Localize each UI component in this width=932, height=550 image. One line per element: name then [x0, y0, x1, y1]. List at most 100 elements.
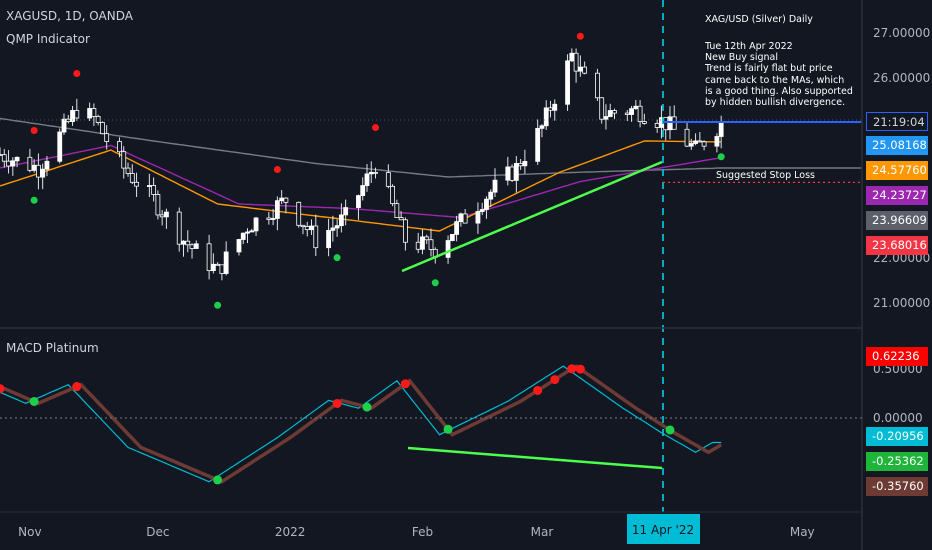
macd-sell-dot — [400, 379, 410, 389]
candle-body — [36, 164, 41, 178]
macd-sell-dot — [0, 384, 5, 394]
candle-body — [219, 264, 225, 274]
candle-body — [309, 225, 314, 231]
candle-body — [61, 118, 67, 133]
macd-buy-dot — [665, 425, 675, 435]
price-tick-label: 27.00000 — [873, 26, 930, 40]
sell-signal-dot — [372, 124, 380, 131]
macd-axis-value-label: -0.20956 — [866, 427, 928, 446]
candle-body — [270, 218, 276, 220]
candle-body — [193, 243, 199, 249]
candle-body — [300, 224, 306, 228]
macd-plot — [0, 364, 723, 485]
time-cursor-label: 11 Apr '22 — [632, 523, 694, 537]
candle-body — [565, 60, 570, 105]
buy-signal-dot — [717, 153, 725, 161]
price-axis-value-label: 21:19:04 — [866, 112, 928, 131]
candle-body — [240, 232, 246, 240]
candle-body — [176, 211, 182, 245]
candle-body — [283, 197, 289, 203]
macd-buy-dot — [362, 402, 372, 412]
candle-body — [215, 263, 221, 266]
candle-body — [522, 160, 528, 167]
candle-body — [27, 156, 33, 171]
sell-signal-dot — [73, 70, 81, 77]
time-tick-label: Mar — [531, 525, 554, 539]
overlays — [0, 0, 862, 512]
candle-body — [624, 112, 630, 115]
candle-body — [266, 217, 272, 220]
time-tick-label: Dec — [146, 525, 169, 539]
candle-body — [633, 105, 639, 110]
candle-body — [548, 107, 553, 111]
candle-body — [304, 226, 310, 231]
candle-body — [513, 163, 519, 181]
candle-body — [629, 108, 634, 115]
candle-body — [603, 116, 609, 120]
candle-body — [296, 201, 302, 226]
candle-body — [334, 225, 340, 229]
candle-body — [125, 167, 131, 174]
candlesticks — [0, 48, 724, 281]
candle-body — [671, 116, 677, 130]
time-tick-label: May — [790, 525, 815, 539]
candle-body — [385, 172, 391, 187]
candle-body — [684, 128, 690, 147]
candle-body — [539, 125, 545, 129]
candle-body — [509, 166, 515, 181]
macd-buy-dot — [443, 424, 453, 434]
candle-body — [390, 185, 395, 205]
price-axis-value-label: 25.08168 — [866, 136, 928, 155]
candle-body — [129, 173, 135, 183]
candle-body — [206, 243, 212, 272]
candle-body — [697, 140, 703, 143]
candle-body — [164, 211, 169, 218]
candle-body — [607, 110, 613, 117]
candle-body — [6, 160, 11, 167]
time-tick-label: Feb — [412, 525, 433, 539]
candle-body — [155, 194, 161, 216]
candle-body — [458, 213, 464, 223]
candle-body — [714, 136, 720, 147]
macd-main-line — [0, 364, 723, 484]
candle-body — [338, 214, 344, 227]
candle-body — [394, 203, 400, 218]
candle-body — [40, 168, 46, 178]
price-axis-value-label: 23.68016 — [866, 236, 928, 255]
candle-body — [398, 217, 404, 221]
candle-body — [31, 164, 37, 171]
macd-buy-dot — [29, 396, 39, 406]
candle-body — [445, 240, 451, 258]
candle-body — [121, 151, 127, 169]
candle-body — [479, 209, 485, 212]
candle-body — [693, 140, 698, 144]
symbol-title: XAGUSD, 1D, OANDA — [6, 9, 133, 23]
buy-signal-dot — [431, 279, 439, 287]
candle-body — [449, 234, 455, 241]
candle-body — [249, 230, 255, 233]
candle-body — [420, 236, 425, 250]
candle-body — [518, 163, 524, 167]
candle-body — [223, 251, 229, 274]
annotation-title: XAG/USD (Silver) Daily — [705, 14, 813, 25]
time-cursor-box — [627, 514, 700, 544]
annotation-body: Tue 12th Apr 2022 New Buy signal Trend i… — [705, 41, 853, 109]
candle-body — [577, 66, 583, 72]
price-axis-value-label: 24.23727 — [866, 186, 928, 205]
candle-body — [236, 239, 242, 253]
candle-body — [573, 52, 579, 72]
candle-body — [654, 123, 660, 128]
macd-sell-dot — [550, 375, 560, 385]
macd-sell-dot — [332, 398, 342, 408]
candle-body — [595, 72, 600, 99]
candle-body — [100, 122, 105, 135]
candle-body — [74, 110, 80, 119]
candle-body — [667, 116, 673, 131]
sell-signal-dot — [30, 127, 38, 134]
macd-panel-title: MACD Platinum — [6, 341, 99, 355]
macd-sell-dot — [575, 364, 585, 374]
candle-body — [663, 117, 669, 131]
candle-body — [368, 171, 374, 175]
candle-body — [1, 154, 7, 162]
